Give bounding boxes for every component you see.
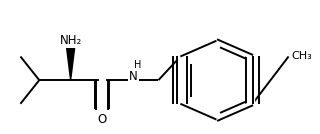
Text: CH₃: CH₃ (292, 51, 312, 62)
Text: NH₂: NH₂ (60, 34, 82, 47)
Text: H: H (134, 60, 142, 70)
Polygon shape (67, 47, 75, 80)
Text: O: O (97, 113, 107, 126)
Text: CH₃: CH₃ (292, 51, 312, 62)
Text: NH₂: NH₂ (60, 34, 82, 47)
Text: H: H (134, 60, 142, 70)
Text: N: N (129, 70, 138, 83)
Text: O: O (97, 113, 107, 126)
Text: N: N (129, 70, 138, 83)
